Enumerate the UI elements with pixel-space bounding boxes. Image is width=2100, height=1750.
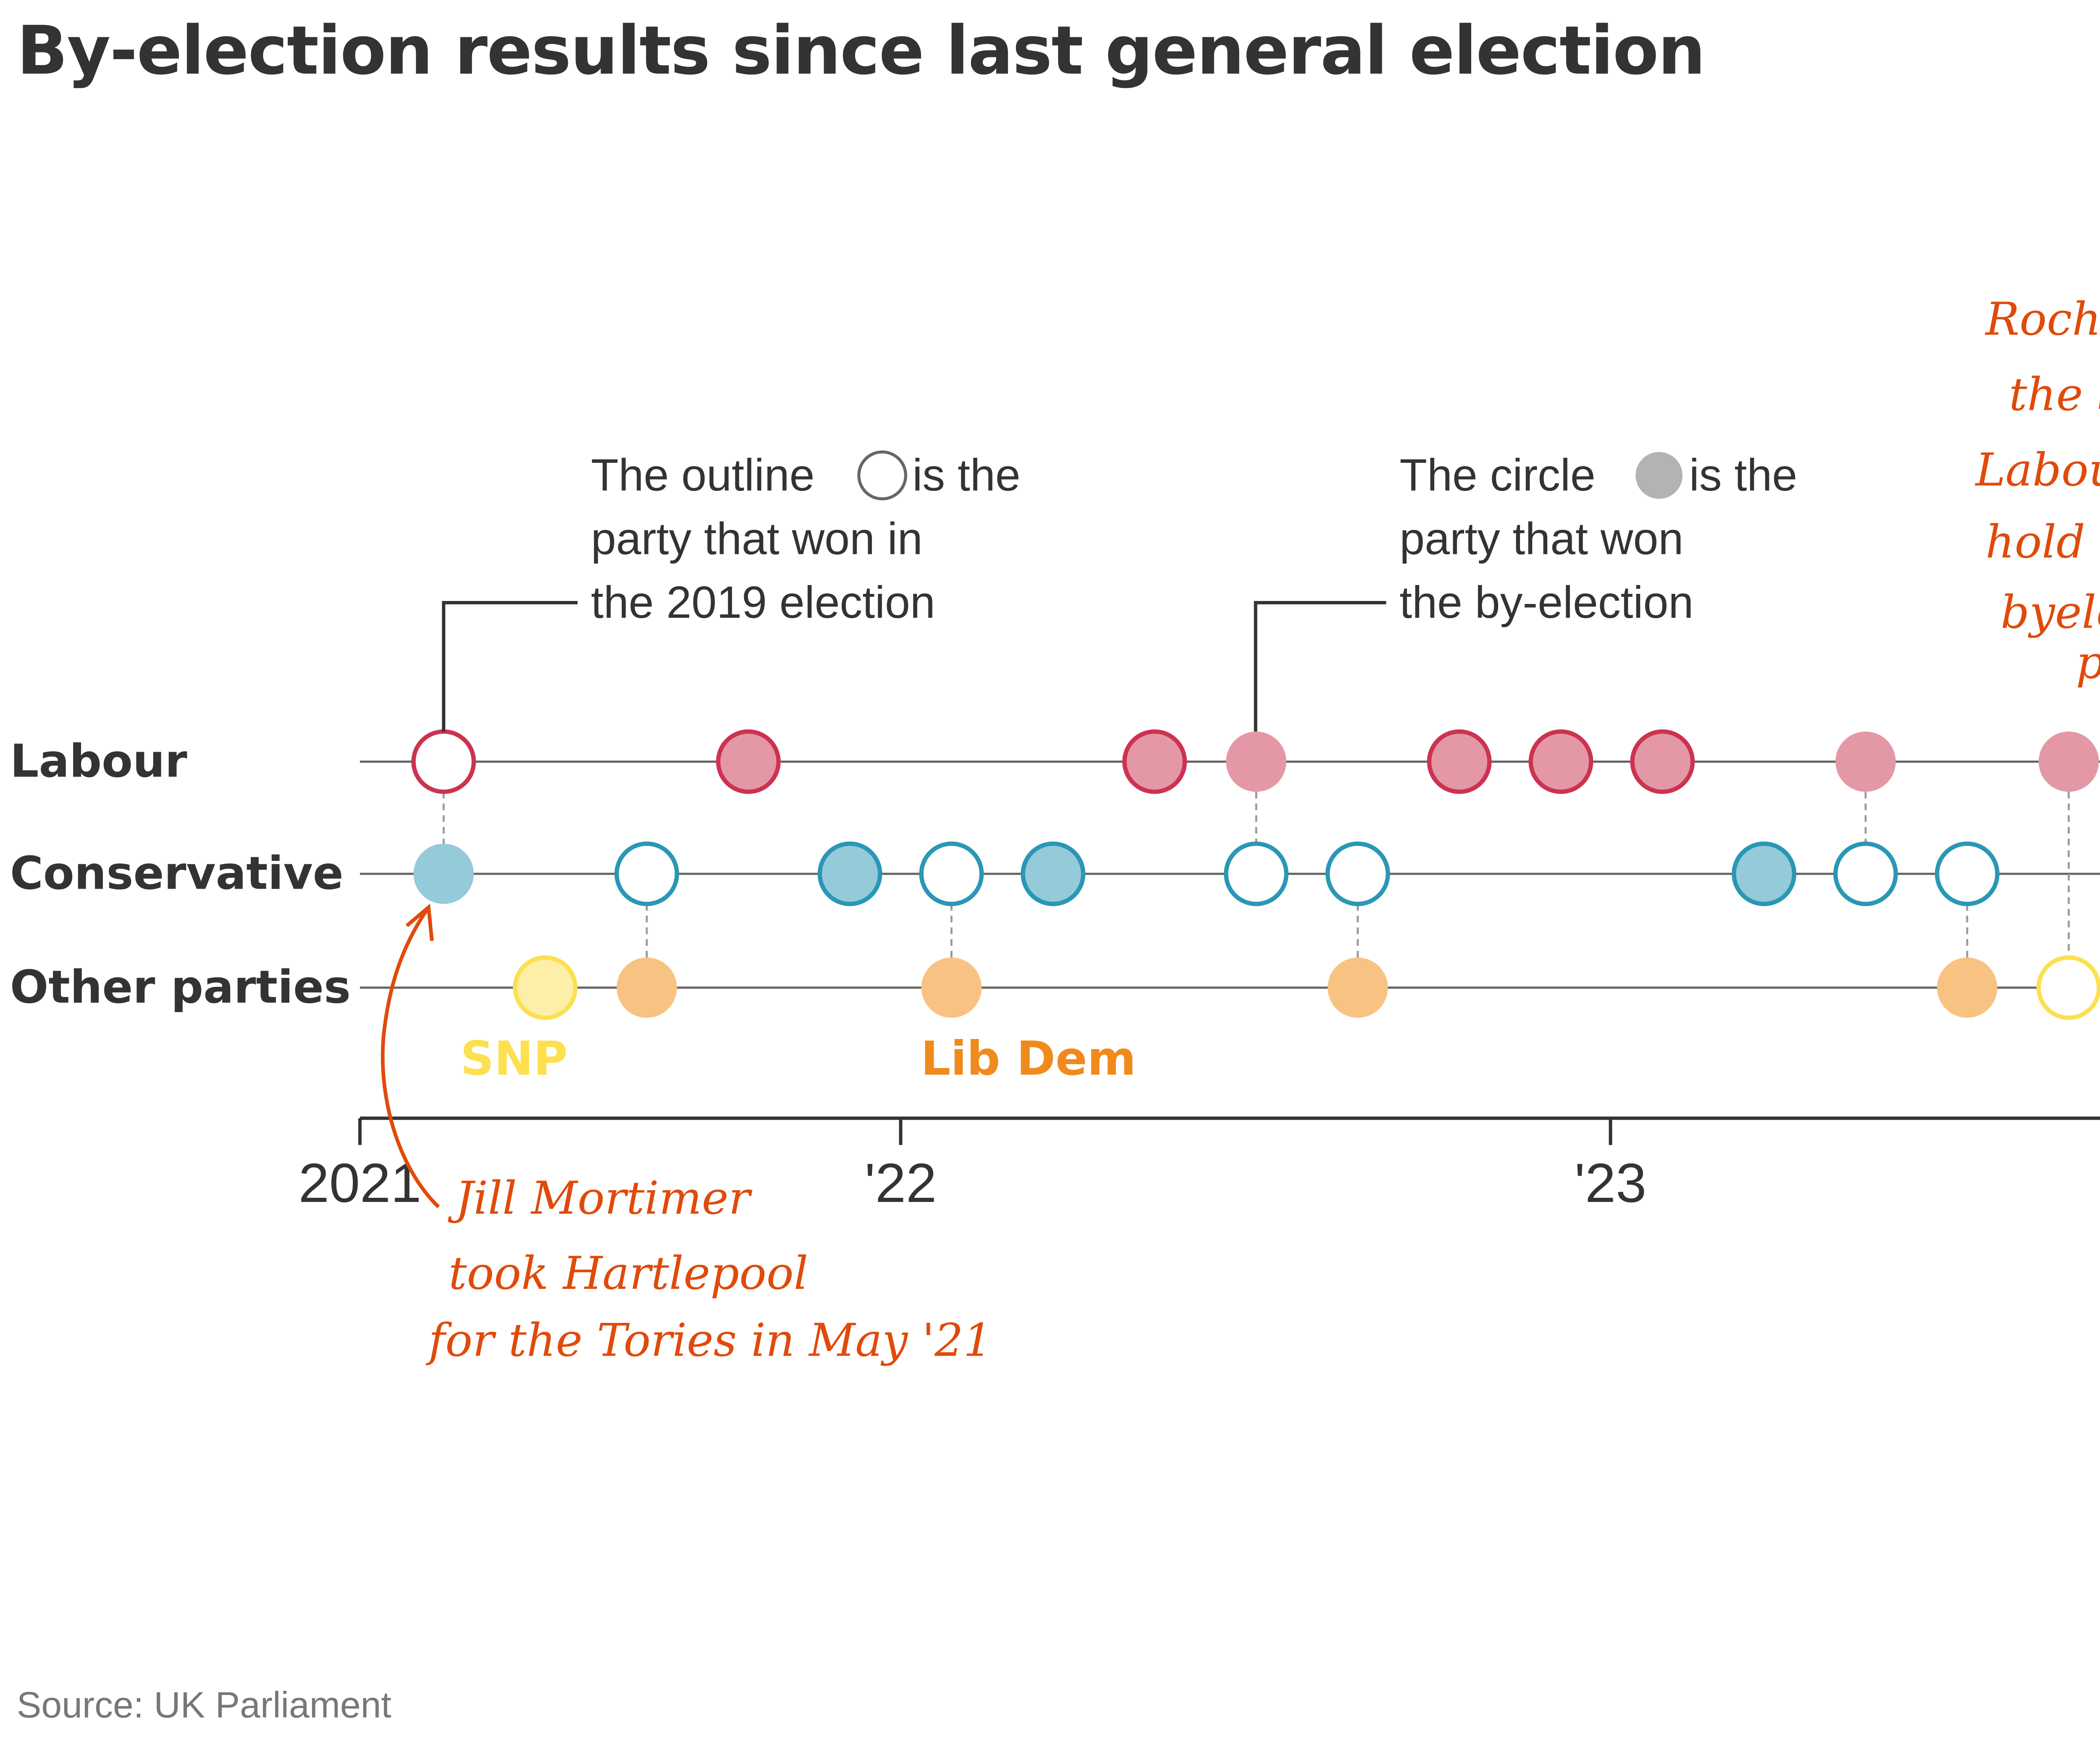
rochdale-note-line4: hold a seat in a (1985, 516, 2100, 568)
fill-note-leader (1254, 601, 1386, 732)
connectors (442, 792, 2070, 958)
election-2019-outline (817, 841, 882, 906)
byelection-winner-dot (1328, 957, 1388, 1018)
byelection-winner-dot (1023, 843, 1084, 904)
x-tick-label: '23 (1575, 1152, 1646, 1214)
byelection-winner-dot (1124, 731, 1185, 792)
outline-note-leader (442, 601, 578, 732)
markers (411, 729, 2100, 1020)
election-2019-outline (411, 729, 476, 794)
byelection-winner-dot (515, 957, 575, 1018)
byelection-winner-dot (819, 843, 880, 904)
election-2019-outline (1528, 729, 1593, 794)
hartlepool-note-line3: for the Tories in May '21 (425, 1314, 992, 1367)
x-axis-ticks: 2021'22'23'24 (299, 1118, 1646, 1214)
x-tick-label: 2021 (299, 1152, 422, 1214)
lane-label-conservative: Conservative (10, 847, 344, 900)
election-2019-outline (1630, 729, 1695, 794)
byelection-winner-dot (1226, 731, 1286, 792)
outline-sample-icon (857, 450, 908, 501)
election-2019-outline (919, 841, 984, 906)
byelection-winner-dot (1835, 731, 1896, 792)
outline-note-line1: The outline (591, 450, 814, 500)
election-2019-outline (1224, 841, 1289, 906)
byelection-winner-dot (413, 843, 474, 904)
election-2019-outline (1427, 729, 1492, 794)
election-2019-outline (1833, 841, 1898, 906)
byelection-winner-dot (1429, 731, 1490, 792)
byelection-winner-dot (617, 957, 677, 1018)
lane-label-labour: Labour (10, 735, 187, 788)
hartlepool-note-line1: Jill Mortimer (447, 1172, 752, 1225)
hartlepool-arrow (381, 906, 440, 1209)
libdem-label: Lib Dem (921, 1031, 1136, 1086)
byelection-winner-dot (1530, 731, 1591, 792)
rochdale-annotation: Rochdale will be only the Second time La… (1974, 293, 2100, 689)
byelection-winner-dot (1734, 843, 1794, 904)
byelection-winner-dot (1937, 957, 1998, 1018)
election-2019-outline (1021, 841, 1086, 906)
outline-note-line2: party that won in (591, 513, 923, 564)
fill-note-line2: party that won (1399, 513, 1683, 564)
election-2019-outline (1325, 841, 1390, 906)
hartlepool-arrowhead-icon (405, 903, 434, 941)
election-2019-outline (513, 955, 578, 1020)
x-tick-label: '22 (865, 1152, 937, 1214)
fill-note-line3: the by-election (1399, 577, 1693, 627)
election-2019-outline (1122, 729, 1187, 794)
election-2019-outline (2036, 955, 2100, 1020)
rochdale-note-line6: parliament (2076, 636, 2100, 689)
hartlepool-annotation: Jill Mortimer took Hartlepool for the To… (381, 903, 992, 1367)
fill-note-line1b: is the (1689, 450, 1797, 500)
chart-title: By-election results since last general e… (16, 13, 1706, 91)
rochdale-note-line3: Labour has failed to (1974, 444, 2100, 496)
lane-label-other: Other parties (10, 961, 351, 1014)
election-2019-outline (716, 729, 781, 794)
source-note: Source: UK Parliament (16, 1684, 391, 1726)
byelection-winner-dot (2038, 731, 2099, 792)
fill-note-line1: The circle (1399, 450, 1595, 500)
byelection-winner-dot (1632, 731, 1693, 792)
outline-note-line1b: is the (912, 450, 1020, 500)
election-2019-outline (1732, 841, 1797, 906)
rochdale-note-line2: the Second time (2009, 369, 2100, 421)
election-2019-outline (1935, 841, 2000, 906)
snp-label: SNP (460, 1031, 568, 1086)
hartlepool-note-line2: took Hartlepool (449, 1247, 808, 1300)
election-2019-outline (614, 841, 679, 906)
outline-note-line3: the 2019 election (591, 577, 935, 627)
byelection-winner-dot (921, 957, 982, 1018)
fill-sample-icon (1635, 452, 1683, 499)
byelection-winner-dot (718, 731, 779, 792)
rochdale-note-line1: Rochdale will be only (1984, 293, 2100, 346)
rochdale-note-line5: byelection this (2000, 586, 2100, 639)
